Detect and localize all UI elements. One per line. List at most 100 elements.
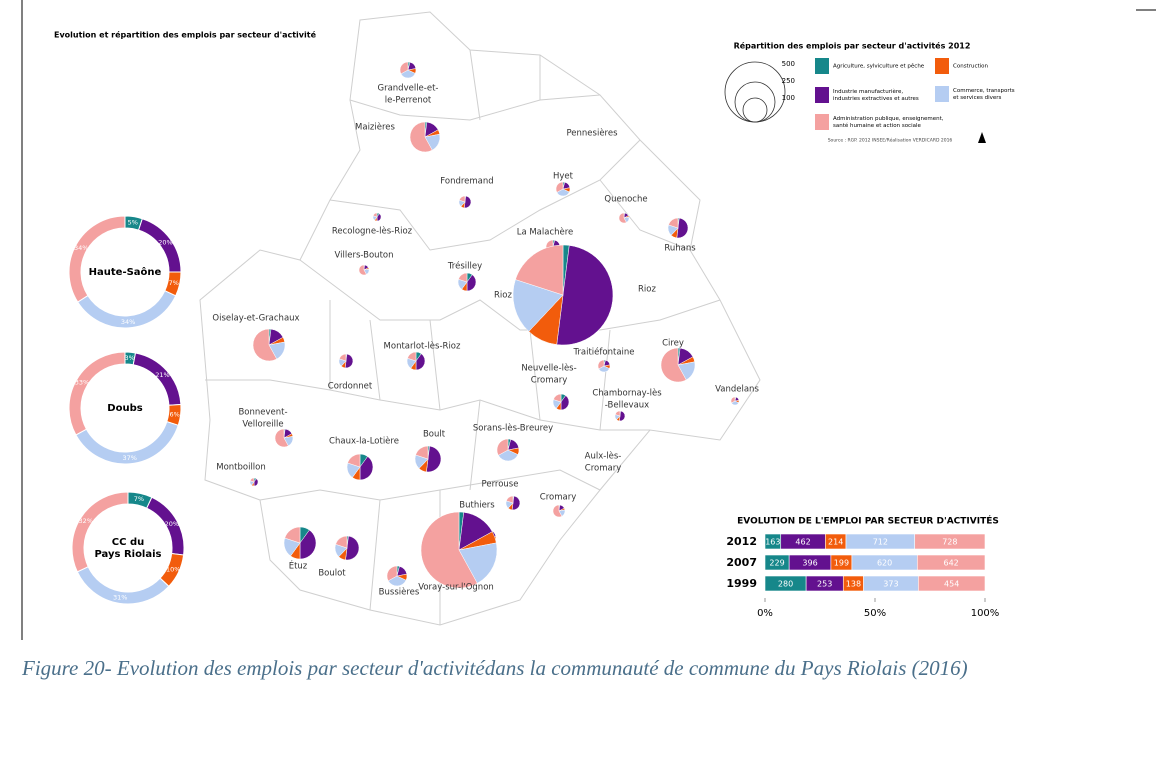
commune-label: Aulx-lès- [585,451,622,462]
commune-label: Bussières [379,587,420,598]
commune-pie [252,328,286,362]
commune-pie [346,453,374,481]
commune-label: Perrouse [482,480,519,490]
commune-pie [552,393,570,411]
commune-pie [660,347,696,383]
commune-label: Chaux-la-Lotière [329,436,399,447]
pie-slice [511,495,521,511]
commune-label: Vandelans [715,385,759,395]
donut-label: 33% [75,379,89,387]
commune-label: Velloreille [242,420,283,430]
pie-slice [556,245,614,346]
commune-label: Buthiers [459,501,495,511]
donut-label: 7% [169,279,179,287]
figure-caption: Figure 20- Evolution des emplois par sec… [22,656,968,680]
commune-label: Trésilley [447,261,482,272]
pie-slice [359,456,374,481]
commune-pie [358,264,370,276]
pie-slice [284,526,301,544]
pie-slice [676,217,689,239]
legend-swatch [935,86,949,102]
commune-borders [199,11,761,626]
commune-label: Recologne-lès-Rioz [332,226,413,237]
donut-label: 31% [113,593,127,601]
commune-label: Montarlot-lès-Rioz [384,341,461,352]
commune-pie [505,495,521,511]
commune-label: le-Perrenot [385,96,432,106]
donut-label: 5% [128,219,138,227]
donut-name: CC du [112,537,144,548]
commune-label: Cromary [585,464,621,474]
legend-swatch [815,58,829,74]
bar-value: 138 [846,580,861,589]
commune-label: Grandvelle-et- [378,84,439,94]
pie-slice [252,328,278,362]
donut-label: 32% [79,517,93,525]
pie-slice [463,195,472,209]
commune-pie [555,181,571,197]
commune-label: Cordonnet [328,382,373,392]
y-tick-label: 2007 [726,556,757,569]
commune-pie [458,195,472,209]
pie-slice [335,535,348,549]
bar-value: 163 [765,538,780,547]
donut-name: Haute-Saône [89,266,162,278]
commune-pie [334,535,360,561]
bar-value: 728 [942,538,957,547]
pie-slice [730,396,736,404]
legend-swatch [815,87,829,103]
commune-label: Bonnevent- [238,408,287,418]
commune-label: Fondremand [440,177,493,187]
legend-label: santé humaine et action sociale [833,122,922,129]
pie-slice [555,181,564,193]
bar-value: 199 [834,559,849,568]
x-tick-label: 50% [864,608,886,619]
bar-value: 229 [769,559,784,568]
commune-pie [667,217,689,239]
pie-slice [660,347,687,383]
map-figure: Evolution et répartition des emplois par… [21,0,1156,771]
pie-slice [515,244,564,296]
pie-slice [339,353,347,362]
commune-pie [597,359,611,373]
donut-label: 21% [155,371,169,379]
commune-pie [409,121,441,153]
pie-slice [458,195,466,203]
donut-label: 3% [125,354,135,362]
commune-label: Cirey [662,339,684,349]
pie-slice [358,264,367,276]
commune-pie [414,445,442,473]
commune-pie [552,504,566,518]
donut-label: 34% [74,244,88,252]
pie-slice [386,565,398,582]
commune-pie [420,511,498,589]
size-circle [742,97,768,123]
legend-source: Source : RGP. 2012 INSEE/Réalisation VER… [828,137,953,144]
x-tick-label: 100% [971,608,1000,619]
bar-value: 620 [877,559,892,568]
pie-slice [506,495,514,504]
bar-value: 280 [778,580,793,589]
legend-label: Industrie manufacturière, [833,88,903,95]
commune-pie [406,351,426,371]
commune-pie [338,353,354,369]
bar-value: 373 [883,580,898,589]
commune-label: -Bellevaux [605,401,649,411]
pie-slice [560,395,570,411]
size-label: 500 [782,60,795,68]
y-tick-label: 1999 [726,577,757,590]
commune-label: Étuz [289,560,308,572]
pie-slice [668,217,679,229]
pie-slice [249,477,255,483]
pie-slice [299,529,317,560]
legend-label: Commerce, transports [953,88,1015,94]
pie-slice [407,351,417,362]
pie-slice [466,274,477,292]
commune-label: Quenoche [604,195,647,205]
north-arrow [978,132,986,143]
pie-slice [496,438,509,456]
pie-slice [614,410,621,417]
pie-slice [553,393,562,403]
donut-segment [68,351,126,436]
pie-slice [372,212,378,218]
